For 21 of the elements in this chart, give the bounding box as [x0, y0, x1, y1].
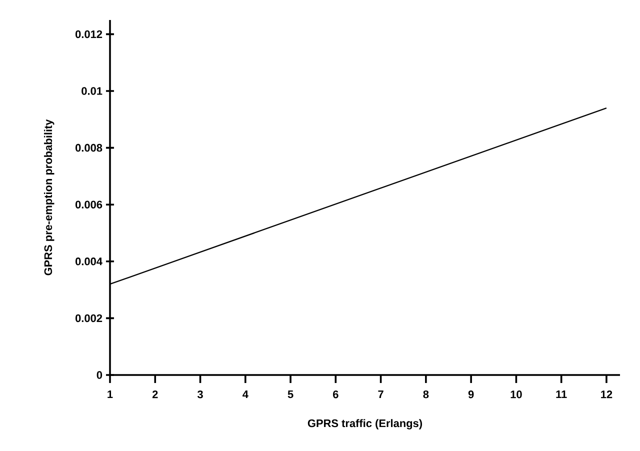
x-tick-label: 12: [601, 390, 612, 398]
x-tick-label: 10: [510, 390, 522, 398]
x-tick-label: 1: [108, 390, 113, 398]
x-tick-label: 8: [423, 390, 429, 398]
x-tick-label: 7: [378, 390, 384, 398]
x-tick-label: 9: [468, 390, 474, 398]
x-tick-label: 4: [242, 390, 248, 398]
y-tick-label: 0.008: [76, 144, 102, 152]
y-tick-label: 0.012: [76, 30, 102, 38]
y-tick-label: 0.002: [76, 314, 102, 322]
x-tick-label: 2: [152, 390, 158, 398]
y-tick-label: 0.01: [82, 87, 102, 95]
y-tick-label: 0: [96, 371, 102, 379]
x-axis-title: GPRS traffic (Erlangs): [308, 419, 422, 430]
x-tick-label: 5: [288, 390, 294, 398]
x-tick-label: 6: [333, 390, 338, 398]
y-axis-title: GPRS pre-emption probability: [44, 119, 54, 276]
x-tick-label: 11: [556, 390, 567, 398]
y-tick-label: 0.004: [76, 258, 102, 266]
x-tick-label: 3: [197, 390, 203, 398]
y-tick-label: 0.006: [76, 200, 102, 208]
